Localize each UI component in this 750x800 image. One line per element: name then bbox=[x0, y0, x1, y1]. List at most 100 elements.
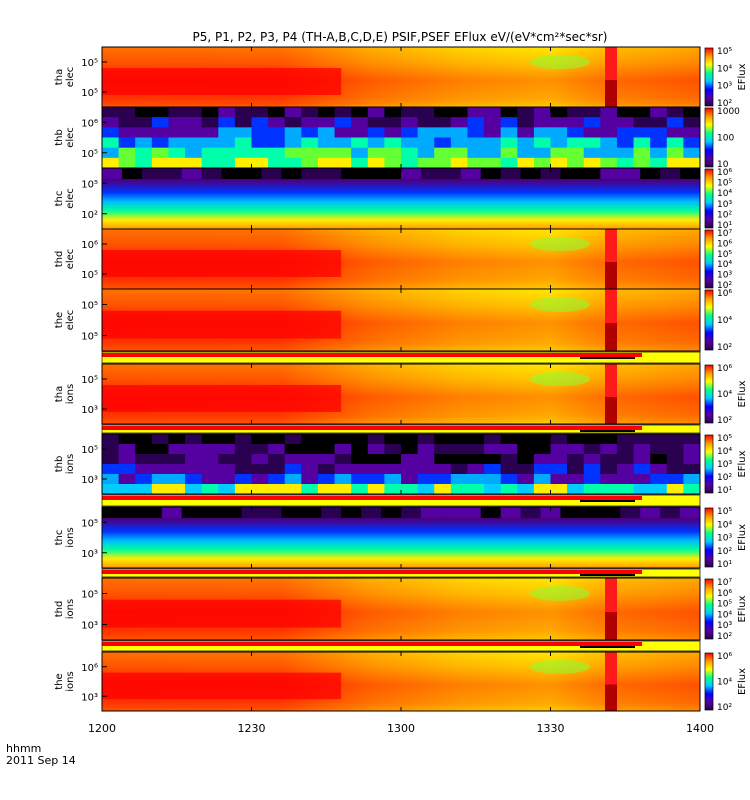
flux-cell bbox=[434, 157, 452, 169]
flux-cell bbox=[301, 434, 319, 445]
flux-cell bbox=[550, 147, 568, 159]
flux-cell bbox=[251, 127, 269, 138]
flux-core bbox=[102, 672, 342, 700]
flux-cell bbox=[417, 444, 435, 455]
flux-cell bbox=[460, 507, 482, 518]
panel-label: thbions bbox=[54, 454, 76, 474]
flux-cell bbox=[135, 484, 153, 495]
colorbar-tick-label: 10² bbox=[717, 281, 732, 291]
flux-cell bbox=[683, 454, 701, 465]
flux-cell bbox=[151, 127, 169, 138]
flux-cell bbox=[500, 107, 518, 118]
flux-cell bbox=[102, 444, 120, 455]
flux-cell bbox=[560, 507, 581, 518]
flux-cell bbox=[517, 484, 535, 495]
species-name: elec bbox=[65, 127, 76, 148]
flux-cell bbox=[683, 127, 701, 138]
flux-cell bbox=[118, 474, 136, 485]
probe-name: thd bbox=[54, 601, 65, 618]
flux-dip bbox=[530, 659, 590, 674]
flux-cell bbox=[620, 168, 641, 179]
flux-dip bbox=[530, 371, 590, 387]
y-tick-label: 10⁶ bbox=[81, 240, 98, 251]
probe-name: thb bbox=[54, 129, 65, 146]
flux-cell bbox=[583, 157, 601, 169]
flux-cell bbox=[500, 507, 522, 518]
colorbar-tick-label: 10⁶ bbox=[717, 652, 732, 662]
flux-cell bbox=[384, 444, 402, 455]
flux-cell bbox=[218, 444, 236, 455]
quality-stripe bbox=[101, 424, 701, 434]
y-tick-label: 10⁵ bbox=[81, 590, 98, 601]
flux-cell bbox=[450, 157, 468, 169]
flux-cell bbox=[135, 434, 153, 445]
flux-cell bbox=[467, 434, 485, 445]
flux-cell bbox=[334, 127, 352, 138]
flux-cell bbox=[583, 464, 601, 475]
flux-cell bbox=[417, 127, 435, 138]
flux-cell bbox=[401, 507, 422, 518]
flux-cell bbox=[102, 464, 120, 475]
flux-cell bbox=[533, 464, 551, 475]
flux-cell bbox=[251, 117, 269, 128]
flux-cell bbox=[301, 157, 319, 169]
flux-cell bbox=[185, 464, 203, 475]
flux-cell bbox=[484, 474, 502, 485]
flux-cell bbox=[367, 137, 385, 149]
panel-the-elec: 10⁵ 10⁵ theelec 10⁶ 10⁴ 10² bbox=[54, 288, 732, 353]
burst-bar-core bbox=[605, 262, 617, 289]
flux-cell bbox=[450, 107, 468, 118]
flux-cell bbox=[517, 434, 535, 445]
flux-cell bbox=[550, 127, 568, 138]
colorbar bbox=[704, 229, 714, 289]
colorbar-tick-label: 10⁵ bbox=[717, 250, 732, 260]
flux-cell bbox=[434, 484, 452, 495]
flux-cell bbox=[384, 484, 402, 495]
stripe-black-bar bbox=[580, 574, 635, 576]
flux-cell bbox=[533, 484, 551, 495]
flux-cell bbox=[550, 107, 568, 118]
flux-cell bbox=[151, 454, 169, 465]
probe-name: the bbox=[54, 673, 65, 689]
stripe-frame bbox=[101, 568, 701, 578]
colorbar-tick-label: 10⁶ bbox=[717, 168, 732, 178]
flux-cell bbox=[218, 434, 236, 445]
x-tick-label: 1200 bbox=[88, 722, 116, 735]
flux-cell bbox=[251, 147, 269, 159]
flux-cell bbox=[450, 434, 468, 445]
flux-cell bbox=[361, 168, 382, 179]
flux-cell bbox=[317, 464, 336, 475]
flux-cell bbox=[234, 127, 252, 138]
flux-cell bbox=[633, 434, 651, 445]
colorbar bbox=[704, 364, 714, 424]
flux-cell bbox=[467, 157, 485, 169]
flux-cell bbox=[351, 137, 369, 149]
flux-cell bbox=[401, 137, 419, 149]
flux-cell bbox=[517, 107, 535, 118]
flux-cell bbox=[401, 444, 419, 455]
flux-cell bbox=[683, 464, 701, 475]
species-name: elec bbox=[65, 67, 76, 88]
flux-cell bbox=[334, 137, 352, 149]
flux-cell bbox=[317, 137, 336, 149]
colorbar-tick-label: 10⁴ bbox=[717, 520, 732, 530]
y-tick-label: 10⁶ bbox=[81, 118, 98, 129]
probe-name: thd bbox=[54, 251, 65, 268]
flux-cell bbox=[218, 127, 236, 138]
flux-cell bbox=[417, 464, 435, 475]
colorbar bbox=[704, 168, 714, 229]
colorbar-tick-label: 10⁵ bbox=[717, 179, 732, 189]
flux-cell bbox=[583, 137, 601, 149]
flux-cell bbox=[450, 464, 468, 475]
flux-cell bbox=[135, 117, 153, 128]
flux-cell bbox=[467, 464, 485, 475]
y-tick-label: 10⁵ bbox=[81, 375, 98, 386]
panel-tha-elec: 10⁵ 10⁵ thaelec 10⁵ 10⁴ 10³ 10² EFlux bbox=[54, 46, 748, 109]
flux-cell bbox=[102, 168, 123, 179]
colorbar-tick-label: 10³ bbox=[717, 534, 732, 544]
flux-cell bbox=[500, 168, 522, 179]
flux-cell bbox=[301, 454, 319, 465]
